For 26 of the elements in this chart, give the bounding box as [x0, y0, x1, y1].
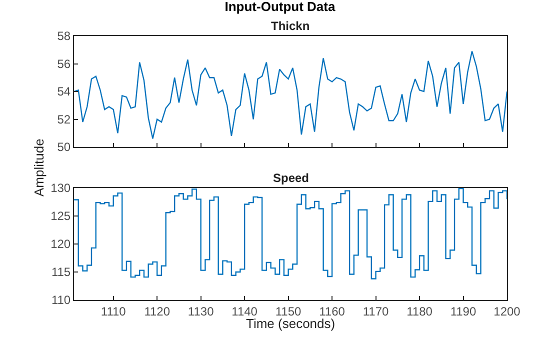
chart-title: Input-Output Data — [224, 0, 336, 14]
y-axis-title: Amplitude — [32, 138, 46, 196]
x-tick-label: 1130 — [188, 304, 214, 318]
x-tick-label: 1170 — [362, 304, 390, 318]
y-tick-label: 52 — [57, 112, 71, 126]
x-tick-label: 1160 — [319, 304, 346, 318]
y-tick-label: 130 — [50, 181, 71, 196]
y-tick-label: 50 — [57, 140, 71, 154]
y-tick-label: 56 — [57, 56, 71, 71]
y-tick-label: 120 — [50, 237, 71, 252]
x-tick-label: 1180 — [406, 304, 433, 318]
x-axis-title: Time (seconds) — [246, 316, 336, 331]
x-tick-label: 1110 — [100, 304, 126, 318]
x-tick-label: 1200 — [494, 304, 521, 318]
x-tick-label: 1190 — [450, 304, 476, 318]
line-series — [74, 50, 507, 140]
series-label: Speed — [273, 171, 310, 185]
y-tick-label: 115 — [51, 265, 71, 280]
x-tick-label: 1150 — [275, 304, 302, 318]
text: Thickn — [271, 19, 310, 33]
y-tick-label: 54 — [57, 84, 71, 99]
y-tick-label: 110 — [51, 293, 71, 308]
y-tick-label: 125 — [50, 209, 71, 224]
y-tick-label: 58 — [57, 29, 71, 44]
x-tick-label: 1140 — [232, 304, 258, 318]
x-tick-label: 1120 — [144, 304, 170, 318]
